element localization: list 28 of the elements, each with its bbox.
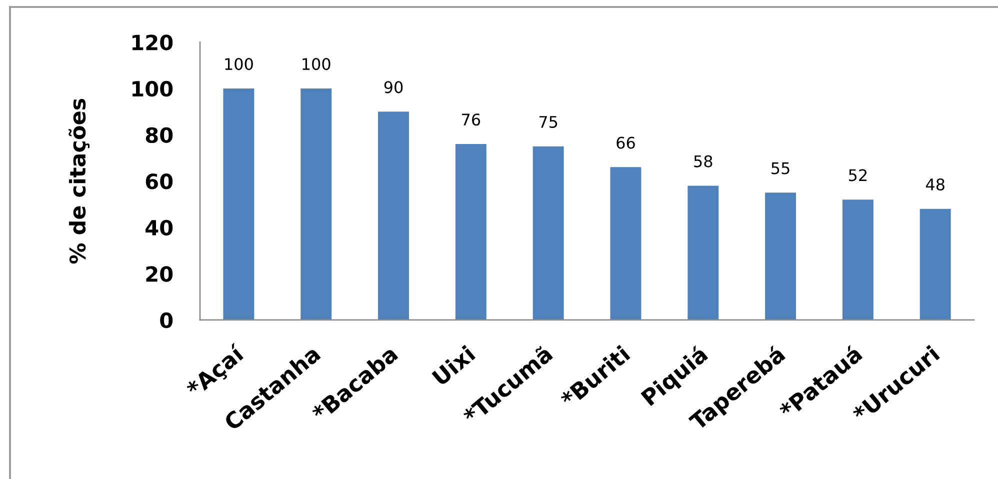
data-label: 48	[926, 178, 944, 190]
bar	[920, 208, 951, 320]
bar	[378, 112, 409, 320]
bar	[223, 88, 254, 320]
y-tick-label: 40	[146, 220, 173, 236]
y-tick-label: 0	[160, 312, 173, 328]
y-axis-title: % de citações	[68, 98, 90, 264]
data-label: 58	[694, 155, 712, 168]
bar	[765, 192, 796, 320]
data-label: 100	[302, 58, 330, 70]
bar	[610, 167, 642, 320]
y-tick-label: 100	[132, 80, 173, 97]
data-label: 52	[849, 169, 867, 182]
y-tick-label: 20	[146, 266, 173, 282]
data-label: 75	[539, 116, 558, 128]
bar	[532, 146, 564, 320]
data-label: 90	[384, 81, 403, 94]
bar	[300, 88, 332, 320]
bar	[688, 186, 719, 320]
bar	[842, 200, 874, 320]
data-label: 55	[772, 162, 790, 174]
data-label: 76	[462, 114, 480, 126]
y-tick-label: 60	[146, 174, 173, 190]
bar	[455, 144, 486, 320]
data-label: 100	[225, 58, 253, 70]
y-tick-label: 120	[132, 34, 173, 50]
data-label: 66	[616, 136, 635, 149]
y-tick-label: 80	[146, 127, 173, 143]
